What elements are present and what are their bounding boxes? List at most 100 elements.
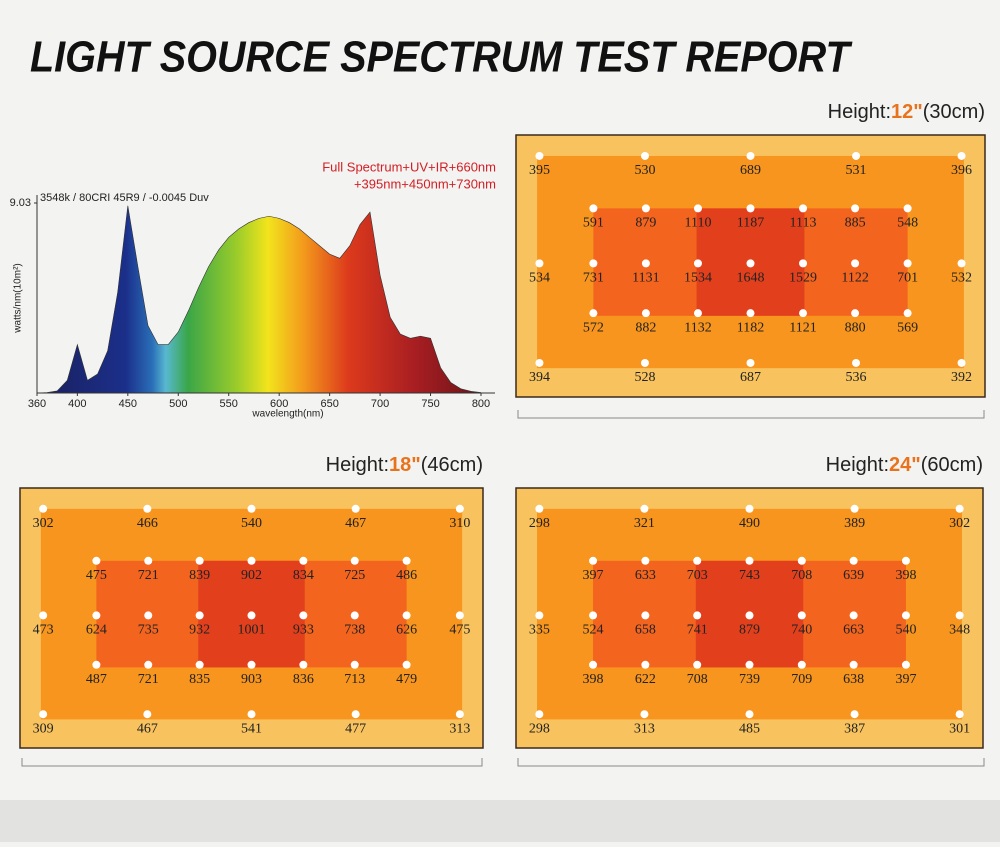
ppfd-value: 335 (529, 623, 550, 638)
sample-point (745, 710, 754, 719)
sample-point (957, 358, 966, 367)
height-label: Height:12"(30cm) (828, 101, 985, 123)
ppfd-value: 1122 (841, 271, 868, 286)
height-label-part: Height: (828, 101, 891, 123)
sample-point (693, 611, 702, 620)
sample-point (641, 204, 650, 213)
sample-point (693, 309, 702, 318)
ppfd-value: 398 (895, 568, 916, 583)
sample-point (535, 358, 544, 367)
x-tick-label: 600 (270, 398, 288, 410)
ppfd-value: 1182 (737, 320, 764, 335)
sample-point (799, 309, 808, 318)
ppfd-value: 933 (293, 623, 314, 638)
ppfd-value: 395 (529, 163, 550, 178)
ppfd-value: 880 (845, 320, 866, 335)
ppfd-value: 1113 (790, 216, 817, 231)
ppfd-value: 882 (635, 320, 656, 335)
ppfd-value: 835 (189, 672, 210, 687)
ppfd-value: 572 (583, 320, 604, 335)
floor-band (0, 800, 1000, 842)
sample-point (850, 504, 859, 513)
sample-point (641, 259, 650, 268)
ppfd-value: 1110 (684, 216, 711, 231)
ppfd-value: 725 (344, 568, 365, 583)
ppfd-value: 302 (949, 516, 970, 531)
sample-point (903, 309, 912, 318)
sample-point (144, 611, 153, 620)
ppfd-value: 591 (583, 216, 604, 231)
x-tick-label: 400 (68, 398, 86, 410)
sample-point (797, 660, 806, 669)
sample-point (746, 259, 755, 268)
sample-point (852, 151, 861, 160)
sample-point (351, 504, 360, 513)
sample-point (402, 556, 411, 565)
sample-point (535, 504, 544, 513)
ppfd-value: 639 (843, 568, 864, 583)
ppfd-value: 836 (293, 672, 314, 687)
ppfd-value: 473 (33, 623, 54, 638)
ppfd-value: 1648 (737, 271, 765, 286)
height-label-part: (60cm) (921, 454, 983, 476)
sample-point (745, 660, 754, 669)
sample-point (402, 660, 411, 669)
ppfd-value: 309 (33, 721, 54, 736)
sample-point (589, 309, 598, 318)
sample-point (589, 204, 598, 213)
sample-point (350, 611, 359, 620)
sample-point (535, 611, 544, 620)
x-tick-label: 360 (28, 398, 46, 410)
ppfd-value: 689 (740, 163, 761, 178)
ppfd-value: 534 (529, 271, 550, 286)
spectrum-area (37, 205, 481, 393)
sample-point (350, 556, 359, 565)
sample-point (851, 309, 860, 318)
ppfd-value: 348 (949, 623, 970, 638)
ppfd-value: 528 (634, 370, 655, 385)
ppfd-value: 310 (449, 516, 470, 531)
sample-point (850, 710, 859, 719)
sample-point (195, 660, 204, 669)
sample-point (849, 556, 858, 565)
page-title: LIGHT SOURCE SPECTRUM TEST REPORT (30, 32, 853, 81)
sample-point (640, 504, 649, 513)
ppfd-value: 313 (449, 721, 470, 736)
sample-point (799, 204, 808, 213)
ppfd-value: 902 (241, 568, 262, 583)
x-tick-label: 650 (320, 398, 338, 410)
x-tick-label: 450 (119, 398, 137, 410)
sample-point (641, 556, 650, 565)
height-label-part: (30cm) (923, 101, 985, 123)
sample-point (903, 259, 912, 268)
ppfd-value: 622 (635, 672, 656, 687)
ppfd-value: 387 (844, 721, 865, 736)
ppfd-value: 879 (635, 216, 656, 231)
sample-point (247, 556, 256, 565)
ppfd-value: 741 (687, 623, 708, 638)
sample-point (455, 504, 464, 513)
ppfd-value: 540 (895, 623, 916, 638)
sample-point (903, 204, 912, 213)
sample-point (851, 204, 860, 213)
x-tick-label: 800 (472, 398, 490, 410)
ppfd-value: 540 (241, 516, 262, 531)
ppfd-value: 485 (739, 721, 760, 736)
ppfd-value: 396 (951, 163, 972, 178)
sample-point (39, 611, 48, 620)
sample-point (957, 259, 966, 268)
sample-point (745, 556, 754, 565)
spec-annotation: 3548k / 80CRI 45R9 / -0.0045 Duv (40, 192, 209, 204)
brackets (21, 410, 985, 767)
sample-point (849, 660, 858, 669)
sample-point (589, 611, 598, 620)
ppfd-value: 658 (635, 623, 656, 638)
sample-point (143, 710, 152, 719)
sample-point (350, 660, 359, 669)
ppfd-value: 687 (740, 370, 761, 385)
ppfd-value: 713 (344, 672, 365, 687)
sample-point (39, 504, 48, 513)
sample-point (535, 151, 544, 160)
ppfd-value: 298 (529, 721, 550, 736)
sample-point (851, 259, 860, 268)
